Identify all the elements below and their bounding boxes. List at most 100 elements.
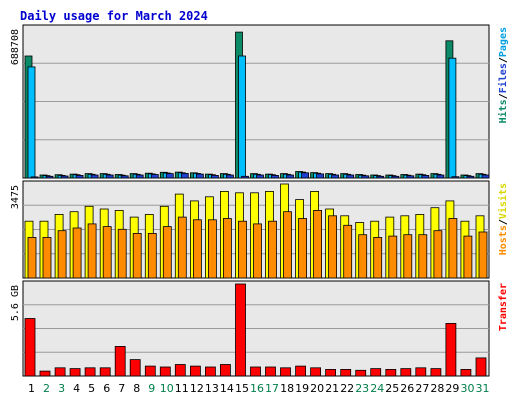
bar-hosts-day-12 — [192, 219, 202, 279]
bar-pages-day-30 — [466, 175, 475, 179]
bar-transfer-day-12 — [189, 365, 201, 377]
bar-transfer-day-1 — [24, 318, 36, 377]
bar-hosts-day-23 — [358, 234, 368, 279]
panel-visitors-legend: Hosts/Visits — [497, 183, 509, 255]
bar-hosts-day-22 — [343, 224, 353, 279]
chart-panels: 688708Hits/Files/Pages3475Hosts/Visits5.… — [10, 24, 509, 377]
bar-pages-day-29 — [451, 176, 460, 179]
bar-pages-day-26 — [406, 175, 415, 179]
bar-hosts-day-31 — [478, 231, 488, 279]
x-tick-label-day-29: 29 — [445, 382, 459, 395]
bar-hosts-day-9 — [147, 232, 157, 279]
x-tick-label-day-19: 19 — [295, 382, 309, 395]
bar-pages-day-22 — [346, 174, 355, 179]
bar-pages-day-4 — [75, 174, 84, 179]
bar-files-day-15 — [238, 55, 246, 179]
bar-pages-day-6 — [105, 174, 114, 179]
bar-transfer-day-16 — [250, 366, 261, 377]
bar-pages-day-3 — [60, 175, 69, 179]
bar-transfer-day-4 — [69, 368, 81, 377]
x-tick-label-day-26: 26 — [400, 382, 414, 395]
bar-transfer-day-18 — [280, 367, 291, 377]
bar-hosts-day-1 — [27, 236, 37, 279]
x-axis-day-labels: 1 2 3 4 5 6 7 8 9 10 11 12 13 14 15 16 17 18 19 20 21 22 23 24 2… — [28, 382, 490, 395]
bar-transfer-day-7 — [114, 345, 126, 377]
x-tick-label-day-17: 17 — [265, 382, 279, 395]
x-tick-label-day-12: 12 — [190, 382, 204, 395]
bar-hosts-day-27 — [418, 234, 428, 279]
x-tick-label-day-4: 4 — [73, 382, 80, 395]
bar-transfer-day-27 — [415, 367, 427, 377]
x-tick-label-day-25: 25 — [385, 382, 399, 395]
bar-hosts-day-10 — [162, 226, 172, 279]
bar-pages-day-14 — [225, 174, 234, 179]
bar-files-day-1 — [27, 66, 36, 179]
bar-hosts-day-19 — [298, 218, 308, 279]
bar-hosts-day-28 — [433, 230, 443, 279]
bar-pages-day-1 — [30, 176, 39, 179]
x-tick-label-day-31: 31 — [476, 382, 490, 395]
bar-transfer-day-15 — [235, 283, 246, 377]
x-tick-label-day-24: 24 — [370, 382, 384, 395]
bar-pages-day-31 — [481, 174, 490, 179]
chart-title: Daily usage for March 2024 — [20, 9, 208, 23]
x-tick-label-day-27: 27 — [415, 382, 429, 395]
legend-transfer-0: Transfer — [498, 283, 509, 331]
bar-hosts-day-5 — [87, 223, 97, 279]
x-tick-label-day-28: 28 — [430, 382, 444, 395]
bar-pages-day-11 — [180, 172, 189, 179]
legend-visitors-2: Visits — [497, 183, 509, 219]
bar-hosts-day-15 — [238, 220, 247, 279]
bar-transfer-day-8 — [129, 359, 141, 377]
bar-pages-day-12 — [195, 173, 204, 179]
bar-hosts-day-25 — [388, 235, 398, 279]
x-tick-label-day-13: 13 — [205, 382, 219, 395]
x-tick-label-day-1: 1 — [28, 382, 35, 395]
x-tick-label-day-23: 23 — [355, 382, 369, 395]
bar-transfer-day-5 — [84, 367, 96, 377]
bar-hosts-day-26 — [403, 234, 413, 279]
bar-pages-day-24 — [376, 175, 385, 179]
bar-transfer-day-21 — [325, 368, 337, 377]
legend-requests-3: / — [498, 57, 509, 63]
bar-pages-day-15 — [241, 175, 249, 179]
bar-hosts-day-24 — [373, 236, 383, 279]
bar-transfer-day-10 — [159, 366, 171, 377]
bar-transfer-day-19 — [295, 365, 307, 377]
bar-transfer-day-31 — [475, 357, 487, 377]
bar-pages-day-9 — [150, 174, 159, 179]
bar-transfer-day-26 — [400, 368, 412, 377]
x-tick-label-day-9: 9 — [148, 382, 155, 395]
x-tick-label-day-8: 8 — [133, 382, 140, 395]
bar-pages-day-27 — [421, 174, 430, 179]
bar-transfer-day-22 — [340, 368, 352, 377]
bar-pages-day-16 — [256, 174, 264, 179]
bar-transfer-day-9 — [144, 365, 156, 377]
bar-transfer-day-6 — [99, 367, 111, 377]
bar-transfer-day-17 — [265, 366, 276, 377]
x-tick-label-day-3: 3 — [58, 382, 65, 395]
x-tick-label-day-14: 14 — [220, 382, 234, 395]
legend-requests-4: Pages — [498, 27, 509, 57]
bar-transfer-day-11 — [174, 364, 186, 377]
bar-hosts-day-11 — [177, 216, 187, 279]
panel-transfer-legend: Transfer — [498, 283, 509, 331]
x-tick-label-day-7: 7 — [118, 382, 125, 395]
bar-hosts-day-13 — [207, 219, 217, 279]
bar-hosts-day-29 — [448, 218, 458, 279]
legend-requests-1: / — [498, 93, 509, 99]
bar-hosts-day-18 — [283, 211, 292, 279]
bar-pages-day-17 — [271, 174, 279, 179]
panel-transfer-max-label: 5.6 GB — [10, 285, 21, 321]
bar-transfer-day-28 — [430, 368, 442, 377]
x-tick-label-day-21: 21 — [325, 382, 339, 395]
legend-visitors-0: Hosts — [498, 225, 509, 255]
bar-hosts-day-16 — [253, 223, 262, 279]
bar-transfer-day-29 — [445, 322, 457, 377]
bar-pages-day-28 — [436, 174, 445, 179]
bar-hosts-day-14 — [222, 218, 232, 279]
bar-pages-day-13 — [210, 174, 219, 179]
bar-transfer-day-25 — [385, 368, 397, 377]
